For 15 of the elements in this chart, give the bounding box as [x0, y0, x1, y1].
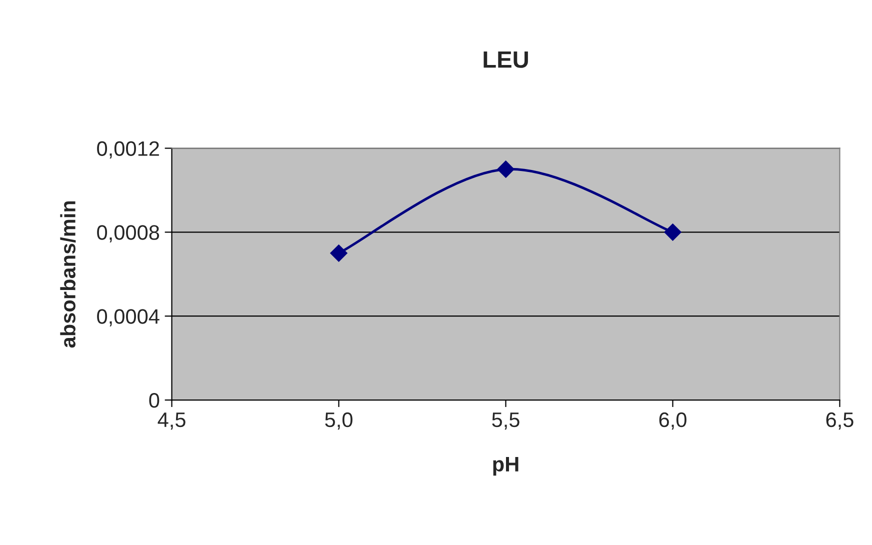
y-tick-label: 0,0012	[97, 141, 159, 158]
x-tick-label: 4,5	[158, 412, 186, 430]
y-tick-label: 0	[149, 393, 160, 408]
point	[330, 244, 348, 262]
x-axis-title: pH	[493, 457, 518, 476]
y-axis-title: absorbans/min	[60, 201, 76, 348]
x-tick-label: 5,0	[325, 412, 352, 430]
x-tick-label: 6,5	[826, 412, 854, 430]
y-tick-label: 0,0008	[97, 225, 160, 242]
x-tick-label: 5,5	[492, 412, 520, 430]
point	[664, 224, 682, 241]
chart-title: LEU	[484, 51, 528, 68]
point	[497, 160, 514, 178]
y-tick-label: 0,0004	[97, 309, 160, 326]
x-tick-label: 6,0	[659, 412, 686, 430]
